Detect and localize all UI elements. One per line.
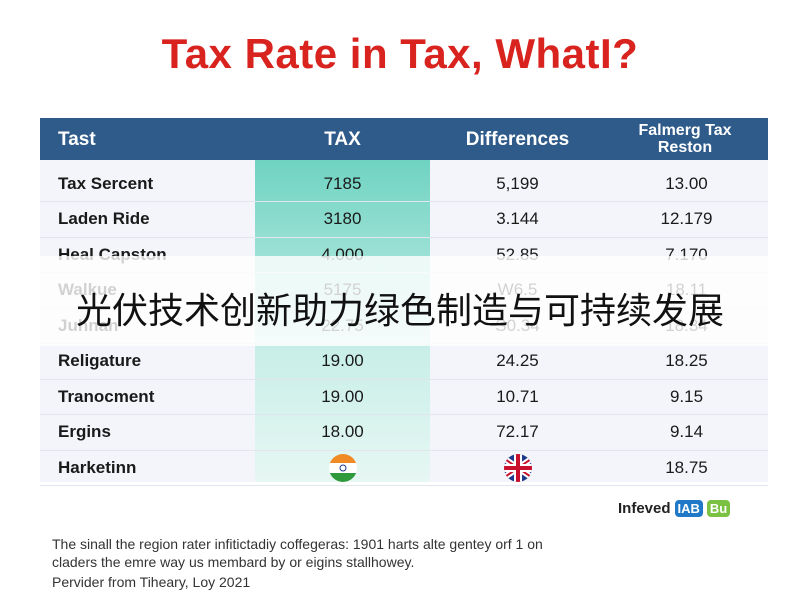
column-header: Differences xyxy=(465,128,570,150)
table-row: Laden Ride 3180 3.144 12.179 xyxy=(40,202,768,238)
table-row: Tax Sercent 7185 5,199 13.00 xyxy=(40,166,768,202)
table-cell: 5,199 xyxy=(496,173,539,193)
flag-icon xyxy=(435,450,600,485)
table-cell: Tax Sercent xyxy=(58,173,154,193)
column-header: TAX xyxy=(324,128,361,150)
logo-badge: IAB xyxy=(674,500,703,517)
table-cell: Laden Ride xyxy=(58,209,150,228)
table-row: Harketinn 18.75 xyxy=(40,450,768,486)
table-cell: 10.71 xyxy=(496,386,539,406)
table-cell: Religature xyxy=(58,351,142,370)
table-cell: 9.14 xyxy=(669,422,704,441)
logo-text: Infeved xyxy=(618,500,671,517)
table-row: Ergins 18.00 72.17 9.14 xyxy=(40,415,768,451)
table-cell: 13.00 xyxy=(665,173,708,193)
column-header: Falmerg Tax Reston xyxy=(638,122,732,156)
table-row: Tranocment 19.00 10.71 9.15 xyxy=(40,379,768,415)
footer-line: claders the emre way us membard by or ei… xyxy=(52,554,415,570)
table-cell: Tranocment xyxy=(58,386,155,406)
table-cell: 19.00 xyxy=(321,386,364,406)
table-header: Tast TAX Differences Falmerg Tax Reston xyxy=(40,118,768,160)
logo-badge: Bu xyxy=(706,500,731,517)
table-cell: 18.00 xyxy=(321,422,364,441)
table-cell: 3180 xyxy=(323,209,362,228)
title: Tax Rate in Tax, WhatI? xyxy=(161,30,639,77)
table-cell: 24.25 xyxy=(496,351,539,370)
table-cell: Harketinn xyxy=(58,457,137,477)
column-header: Tast xyxy=(58,128,96,150)
table-cell: 18.25 xyxy=(665,351,708,370)
footer-line: The sinall the region rater infitictadiy… xyxy=(52,536,543,552)
footer-source: Pervider from Tiheary, Loy 2021 xyxy=(52,574,251,590)
table-cell: 3.144 xyxy=(496,209,539,228)
table-cell: 19.00 xyxy=(321,351,364,370)
logo: Infeved IAB Bu xyxy=(618,500,731,517)
table-cell: 72.17 xyxy=(496,422,539,441)
table-cell: Ergins xyxy=(58,422,111,441)
table-cell: 12.179 xyxy=(660,209,713,228)
table-cell: 18.75 xyxy=(665,457,708,477)
caption-band xyxy=(0,256,800,346)
flag-icon xyxy=(255,450,430,485)
caption: 光伏技术创新助力绿色制造与可持续发展 xyxy=(75,290,724,331)
table-cell: 9.15 xyxy=(669,386,704,406)
table-row: Religature 19.00 24.25 18.25 xyxy=(40,344,768,380)
table-cell: 7185 xyxy=(323,173,362,193)
